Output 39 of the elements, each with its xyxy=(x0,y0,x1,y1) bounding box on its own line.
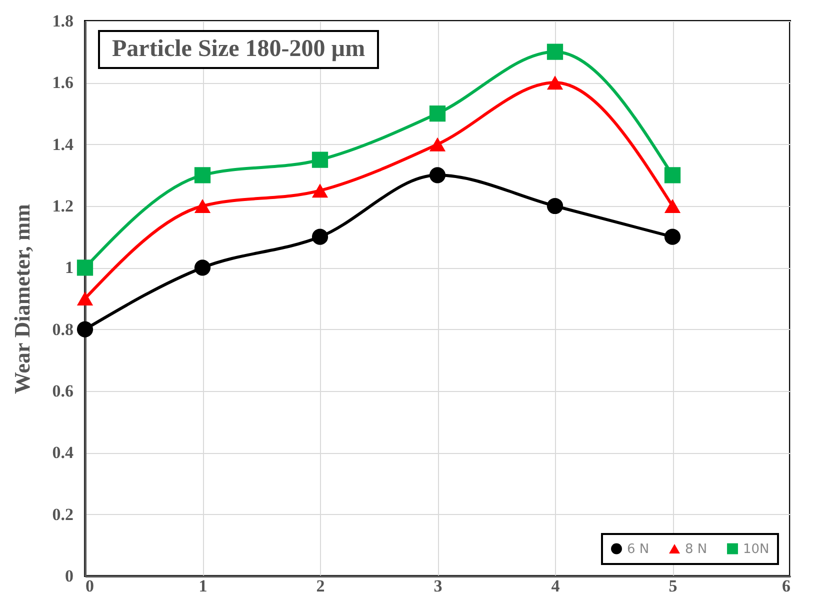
y-tick-label: 1 xyxy=(65,258,74,278)
point xyxy=(312,228,328,245)
point xyxy=(429,167,446,184)
legend-label: 10N xyxy=(743,542,770,557)
point xyxy=(194,199,211,213)
point xyxy=(546,44,564,60)
x-tick-label: 6 xyxy=(782,576,790,596)
point xyxy=(194,167,211,184)
point xyxy=(194,260,211,276)
point xyxy=(76,321,94,338)
y-tick-label: 0.4 xyxy=(52,443,74,462)
y-tick-label: 0.2 xyxy=(52,504,74,524)
x-tick-label: 1 xyxy=(198,576,208,596)
legend-label: 8 N xyxy=(685,542,708,557)
x-tick-label: 4 xyxy=(551,576,560,596)
y-tick-label: 1.8 xyxy=(52,12,74,30)
point xyxy=(312,184,328,198)
point xyxy=(546,76,564,90)
point xyxy=(546,198,564,214)
y-tick-label: 1.6 xyxy=(52,73,74,92)
y-tick-label: 0.8 xyxy=(52,320,74,339)
y-axis-title: Wear Diameter, mm xyxy=(9,204,34,394)
point xyxy=(312,152,328,168)
y-tick-label: 1.4 xyxy=(52,134,74,154)
x-tick-label: 0 xyxy=(86,576,94,596)
point xyxy=(664,228,681,245)
point xyxy=(664,167,681,184)
point xyxy=(664,199,681,213)
point xyxy=(429,105,446,122)
x-tick-label: 2 xyxy=(316,576,325,596)
point xyxy=(76,260,94,276)
point xyxy=(76,292,94,306)
legend-label: 6 N xyxy=(627,542,650,557)
x-tick-label: 5 xyxy=(668,576,678,596)
text: Particle Size 180-200 µm xyxy=(98,30,380,69)
x-tick-label: 3 xyxy=(434,576,442,596)
point xyxy=(429,137,446,152)
y-tick-label: 1.2 xyxy=(52,196,74,216)
y-tick-label: 0.6 xyxy=(52,382,74,400)
